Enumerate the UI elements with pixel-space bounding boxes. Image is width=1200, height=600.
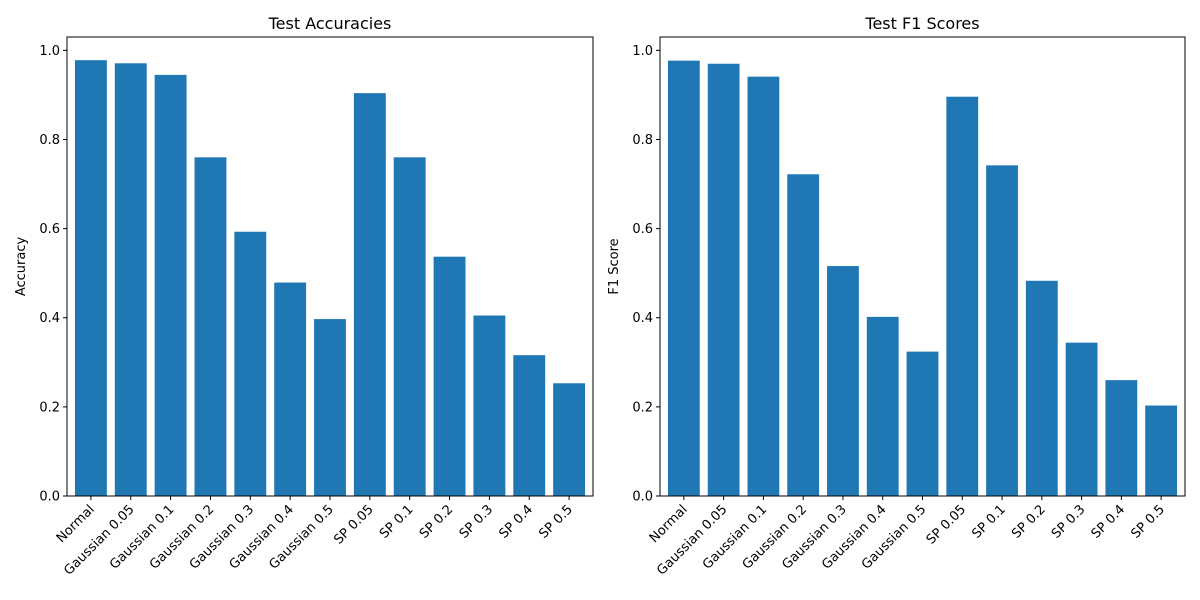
x-tick-label: SP 0.05 xyxy=(924,502,969,547)
bars-group xyxy=(667,60,1178,497)
bar-gaussian-0-4 xyxy=(866,316,899,496)
bar-gaussian-0-5 xyxy=(906,351,939,496)
x-tick-label: Gaussian 0.05 xyxy=(654,502,730,578)
bar-gaussian-0-5 xyxy=(314,319,346,496)
bar-gaussian-0-3 xyxy=(234,231,267,496)
bar-gaussian-0-1 xyxy=(747,76,780,496)
bar-gaussian-0-05 xyxy=(114,63,147,496)
x-tick-label: SP 0.4 xyxy=(1089,502,1129,542)
x-tick-label: SP 0.3 xyxy=(1049,502,1089,542)
chart-accuracies: Test Accuracies Accuracy NormalGaussian … xyxy=(14,14,594,578)
bar-normal xyxy=(74,60,107,496)
x-tick-label: SP 0.3 xyxy=(457,502,497,542)
y-tick-label: 0.6 xyxy=(39,222,60,237)
bar-sp-0-2 xyxy=(1025,280,1058,496)
bar-gaussian-0-4 xyxy=(274,282,307,496)
bar-sp-0-5 xyxy=(1145,405,1178,496)
x-tick-label: SP 0.2 xyxy=(1009,502,1049,542)
x-tick-label: Gaussian 0.05 xyxy=(61,502,137,578)
bar-sp-0-05 xyxy=(353,93,386,497)
x-tick-label: SP 0.1 xyxy=(969,502,1009,542)
bar-gaussian-0-1 xyxy=(154,74,187,497)
x-tick-label: SP 0.5 xyxy=(1128,502,1168,542)
y-tick-label: 0.0 xyxy=(39,490,60,505)
bar-sp-0-05 xyxy=(946,96,979,496)
plot-frame xyxy=(659,36,1186,497)
x-tick-label: SP 0.1 xyxy=(377,502,417,542)
y-tick-label: 0.0 xyxy=(632,490,653,505)
y-tick-label: 1.0 xyxy=(632,44,653,59)
y-tick-label: 0.8 xyxy=(632,133,653,148)
bar-sp-0-4 xyxy=(513,355,546,496)
bar-gaussian-0-2 xyxy=(194,157,227,497)
bar-sp-0-4 xyxy=(1105,380,1138,496)
bars-group xyxy=(74,60,586,497)
y-tick-label: 0.4 xyxy=(39,311,60,326)
y-tick-label: 1.0 xyxy=(39,44,60,59)
bar-gaussian-0-2 xyxy=(787,174,820,496)
y-tick-label: 0.6 xyxy=(632,222,653,237)
y-tick-label: 0.8 xyxy=(39,133,60,148)
chart-title: Test Accuracies xyxy=(268,14,392,33)
y-tick-label: 0.2 xyxy=(632,400,653,415)
plot-frame xyxy=(66,36,594,497)
bar-gaussian-0-05 xyxy=(707,63,740,497)
y-axis-label: Accuracy xyxy=(14,237,29,297)
y-axis-label: F1 Score xyxy=(607,238,622,294)
y-tick-label: 0.4 xyxy=(632,311,653,326)
bar-gaussian-0-3 xyxy=(827,266,859,496)
bar-sp-0-5 xyxy=(553,383,586,496)
bar-sp-0-2 xyxy=(433,256,466,496)
x-tick-label: SP 0.4 xyxy=(497,502,537,542)
bar-sp-0-3 xyxy=(473,315,506,496)
bar-sp-0-1 xyxy=(393,157,426,497)
y-tick-label: 0.2 xyxy=(39,400,60,415)
x-tick-label: SP 0.05 xyxy=(331,502,376,547)
x-tick-label: SP 0.5 xyxy=(536,502,576,542)
chart-title: Test F1 Scores xyxy=(864,14,979,33)
x-tick-label: SP 0.2 xyxy=(417,502,457,542)
bar-sp-0-1 xyxy=(986,165,1018,497)
bar-sp-0-3 xyxy=(1065,342,1098,496)
bar-normal xyxy=(667,60,700,497)
